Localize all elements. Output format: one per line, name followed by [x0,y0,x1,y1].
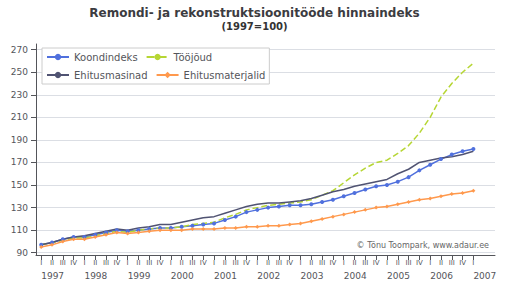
svg-text:2003: 2003 [301,271,324,281]
svg-text:I: I [256,259,258,267]
svg-text:2005: 2005 [387,271,410,281]
svg-text:IV: IV [243,259,250,267]
svg-text:© Tõnu Toompark, www.adaur.ee: © Tõnu Toompark, www.adaur.ee [357,241,489,250]
svg-text:90: 90 [17,248,29,258]
svg-text:III: III [276,259,282,267]
svg-text:IV: IV [329,259,336,267]
svg-text:Tööjõud: Tööjõud [173,52,213,63]
svg-text:150: 150 [11,180,28,190]
svg-text:II: II [352,259,356,267]
svg-text:III: III [449,259,455,267]
svg-text:210: 210 [11,112,28,122]
svg-text:IV: IV [113,259,120,267]
svg-text:IV: IV [157,259,164,267]
svg-text:I: I [386,259,388,267]
svg-text:I: I [40,259,42,267]
svg-text:2001: 2001 [214,271,237,281]
svg-text:230: 230 [11,90,28,100]
svg-text:II: II [50,259,54,267]
svg-text:2004: 2004 [344,271,367,281]
svg-text:III: III [103,259,109,267]
svg-text:(1997=100): (1997=100) [221,21,287,32]
svg-text:III: III [362,259,368,267]
svg-text:I: I [472,259,474,267]
svg-text:IV: IV [70,259,77,267]
svg-text:II: II [309,259,313,267]
svg-text:III: III [189,259,195,267]
svg-text:II: II [93,259,97,267]
svg-text:110: 110 [11,225,28,235]
svg-text:190: 190 [11,135,28,145]
svg-text:III: III [319,259,325,267]
svg-text:Ehitusmaterjalid: Ehitusmaterjalid [184,70,266,81]
svg-text:1999: 1999 [128,271,151,281]
svg-text:I: I [343,259,345,267]
svg-text:I: I [213,259,215,267]
svg-text:130: 130 [11,203,28,213]
svg-text:2000: 2000 [171,271,194,281]
svg-text:IV: IV [200,259,207,267]
svg-text:2002: 2002 [257,271,280,281]
svg-text:I: I [83,259,85,267]
svg-text:III: III [233,259,239,267]
svg-text:I: I [170,259,172,267]
svg-text:1997: 1997 [41,271,64,281]
svg-text:250: 250 [11,67,28,77]
svg-text:Ehitusmasinad: Ehitusmasinad [74,70,148,81]
svg-text:170: 170 [11,157,28,167]
svg-text:III: III [405,259,411,267]
svg-text:IV: IV [373,259,380,267]
svg-text:IV: IV [416,259,423,267]
svg-text:II: II [223,259,227,267]
svg-text:1998: 1998 [84,271,107,281]
svg-text:II: II [180,259,184,267]
svg-text:II: II [439,259,443,267]
svg-text:2007: 2007 [473,271,496,281]
svg-text:270: 270 [11,45,28,55]
svg-text:2006: 2006 [430,271,453,281]
svg-text:II: II [266,259,270,267]
svg-text:IV: IV [286,259,293,267]
svg-text:I: I [429,259,431,267]
svg-text:Remondi- ja rekonstruktsioonit: Remondi- ja rekonstruktsioonitööde hinna… [89,6,419,20]
svg-text:II: II [396,259,400,267]
svg-text:III: III [146,259,152,267]
svg-text:Koondindeks: Koondindeks [74,52,138,63]
svg-text:I: I [127,259,129,267]
svg-text:II: II [136,259,140,267]
svg-text:III: III [60,259,66,267]
svg-text:I: I [299,259,301,267]
svg-text:IV: IV [459,259,466,267]
